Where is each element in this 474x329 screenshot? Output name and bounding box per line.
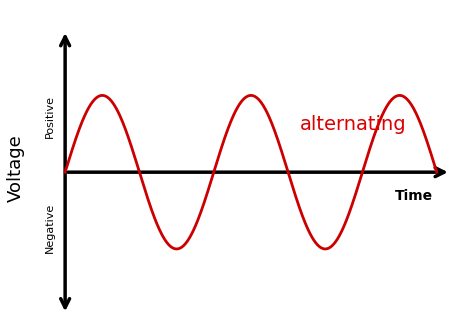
Text: Time: Time [394,189,433,203]
Text: Positive: Positive [45,95,55,139]
Text: Negative: Negative [45,202,55,253]
Text: Voltage: Voltage [8,135,25,202]
Text: alternating: alternating [300,115,406,134]
